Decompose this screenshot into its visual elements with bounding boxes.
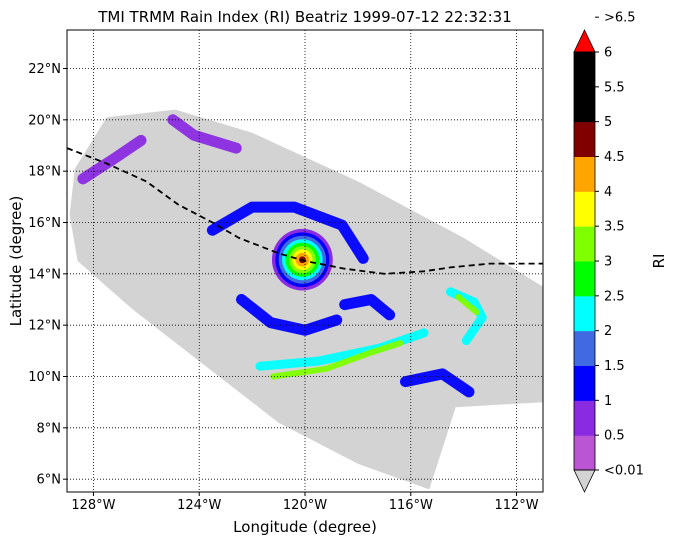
colorbar-tick-label: 0.5 [604, 429, 625, 444]
colorbar-segment-9 [574, 121, 595, 157]
colorbar-tick-label: 4 [604, 185, 612, 200]
rain-band-8 [167, 114, 242, 154]
colorbar-segment-10 [574, 86, 595, 123]
colorbar-under-arrow [573, 469, 596, 493]
colorbar-tick-label: 2.5 [604, 289, 625, 304]
x-tick-label: 124°W [177, 498, 221, 513]
colorbar-segment-11 [574, 52, 595, 88]
x-tick-label: 116°W [389, 498, 433, 513]
colorbar-tick-label: 4.5 [604, 150, 625, 165]
colorbar-tick-label: 3.5 [604, 220, 625, 235]
rain-band-10 [339, 294, 396, 321]
rain-band-7 [77, 134, 147, 185]
rain-band-4 [270, 340, 404, 380]
colorbar-tick-label: 2 [604, 324, 612, 339]
x-tick-label: 128°W [71, 498, 115, 513]
y-tick-label: 18°N [28, 165, 61, 180]
y-tick-label: 16°N [28, 216, 61, 231]
rain-band-2 [236, 294, 343, 336]
y-tick-label: 22°N [28, 62, 61, 77]
y-tick-label: 6°N [37, 473, 62, 488]
chart-title: TMI TRMM Rain Index (RI) Beatriz 1999-07… [97, 8, 512, 26]
colorbar-segment-7 [574, 191, 595, 227]
x-axis-label: Longitude (degree) [233, 518, 377, 536]
y-tick-label: 14°N [28, 267, 61, 282]
colorbar-segment-1 [574, 400, 595, 436]
y-axis-label: Latitude (degree) [7, 196, 25, 327]
colorbar-tick-label: 6 [604, 46, 612, 61]
swath-polygon [69, 109, 543, 490]
x-tick-label: 112°W [494, 498, 538, 513]
storm-track-line [67, 147, 543, 275]
colorbar-label: RI [650, 254, 668, 269]
colorbar-segment-5 [574, 261, 595, 297]
colorbar-tick-label: <0.01 [604, 464, 644, 479]
colorbar-tick-label: 3 [604, 255, 612, 270]
colorbar-segment-4 [574, 295, 595, 332]
y-tick-label: 20°N [28, 113, 61, 128]
colorbar-segment-0 [574, 435, 595, 471]
colorbar-segment-6 [574, 226, 595, 262]
rain-band-1 [206, 201, 369, 264]
rain-band-9 [400, 368, 475, 398]
colorbar-segment-8 [574, 156, 595, 192]
colorbar-segment-3 [574, 330, 595, 366]
colorbar-tick-label: 1.5 [604, 359, 625, 374]
colorbar-tick-label: >6.5 [604, 11, 636, 26]
colorbar-segment-2 [574, 365, 595, 401]
x-tick-label: 120°W [283, 498, 327, 513]
y-tick-label: 12°N [28, 319, 61, 334]
colorbar-over-arrow [573, 29, 596, 53]
y-tick-label: 10°N [28, 370, 61, 385]
rain-band-6 [455, 293, 480, 316]
colorbar-tick-label: 5 [604, 115, 612, 130]
colorbar-tick-label: 5.5 [604, 80, 625, 95]
y-tick-label: 8°N [37, 421, 62, 436]
colorbar-tick-label: 1 [604, 394, 612, 409]
